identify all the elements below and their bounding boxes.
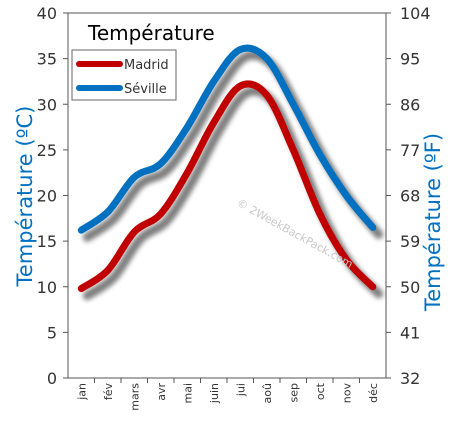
x-tick-label: sep <box>287 383 300 402</box>
x-axis-ticks: jan fév mars avr mai juin jui aoû sep oct nov déc <box>75 378 380 411</box>
legend-label-seville: Séville <box>124 82 167 97</box>
right-tick-label: 32 <box>400 369 420 388</box>
series-line-madrid <box>77 80 377 293</box>
legend: Madrid Séville <box>71 49 177 101</box>
left-tick-label: 5 <box>47 323 57 342</box>
left-tick-label: 35 <box>37 50 57 69</box>
x-tick-label: fév <box>102 383 115 401</box>
left-tick-label: 25 <box>37 141 57 160</box>
right-tick-label: 104 <box>400 4 431 23</box>
left-tick-label: 40 <box>37 4 57 23</box>
left-tick-label: 15 <box>37 232 57 251</box>
left-axis-ticks: 0 5 10 15 20 25 30 35 40 <box>37 4 68 388</box>
right-tick-label: 59 <box>400 232 420 251</box>
x-tick-label: jan <box>75 383 88 401</box>
x-tick-label: avr <box>155 383 168 401</box>
legend-box <box>71 49 177 101</box>
x-tick-label: juin <box>208 383 221 404</box>
right-tick-label: 41 <box>400 323 420 342</box>
left-tick-label: 10 <box>37 278 57 297</box>
left-tick-label: 20 <box>37 187 57 206</box>
right-tick-label: 50 <box>400 278 420 297</box>
right-tick-label: 68 <box>400 187 420 206</box>
right-tick-label: 77 <box>400 141 420 160</box>
right-tick-label: 86 <box>400 95 420 114</box>
chart-title: Température <box>87 21 215 45</box>
x-tick-label: aoû <box>261 383 274 403</box>
legend-label-madrid: Madrid <box>124 58 169 73</box>
right-axis-label: Température (ºF) <box>421 133 445 312</box>
right-tick-label: 95 <box>400 50 420 69</box>
left-tick-label: 30 <box>37 95 57 114</box>
x-tick-label: déc <box>367 383 380 403</box>
x-tick-label: mai <box>181 383 194 404</box>
x-tick-label: nov <box>340 383 353 404</box>
right-axis-ticks: 32 41 50 59 68 77 86 95 104 <box>386 4 431 388</box>
series-line-seville <box>77 44 377 234</box>
left-tick-label: 0 <box>47 369 57 388</box>
left-axis-label: Température (ºC) <box>13 106 37 288</box>
x-tick-label: jui <box>234 383 247 397</box>
x-tick-label: oct <box>314 382 327 400</box>
x-tick-label: mars <box>128 383 141 411</box>
series-lines <box>77 44 377 293</box>
